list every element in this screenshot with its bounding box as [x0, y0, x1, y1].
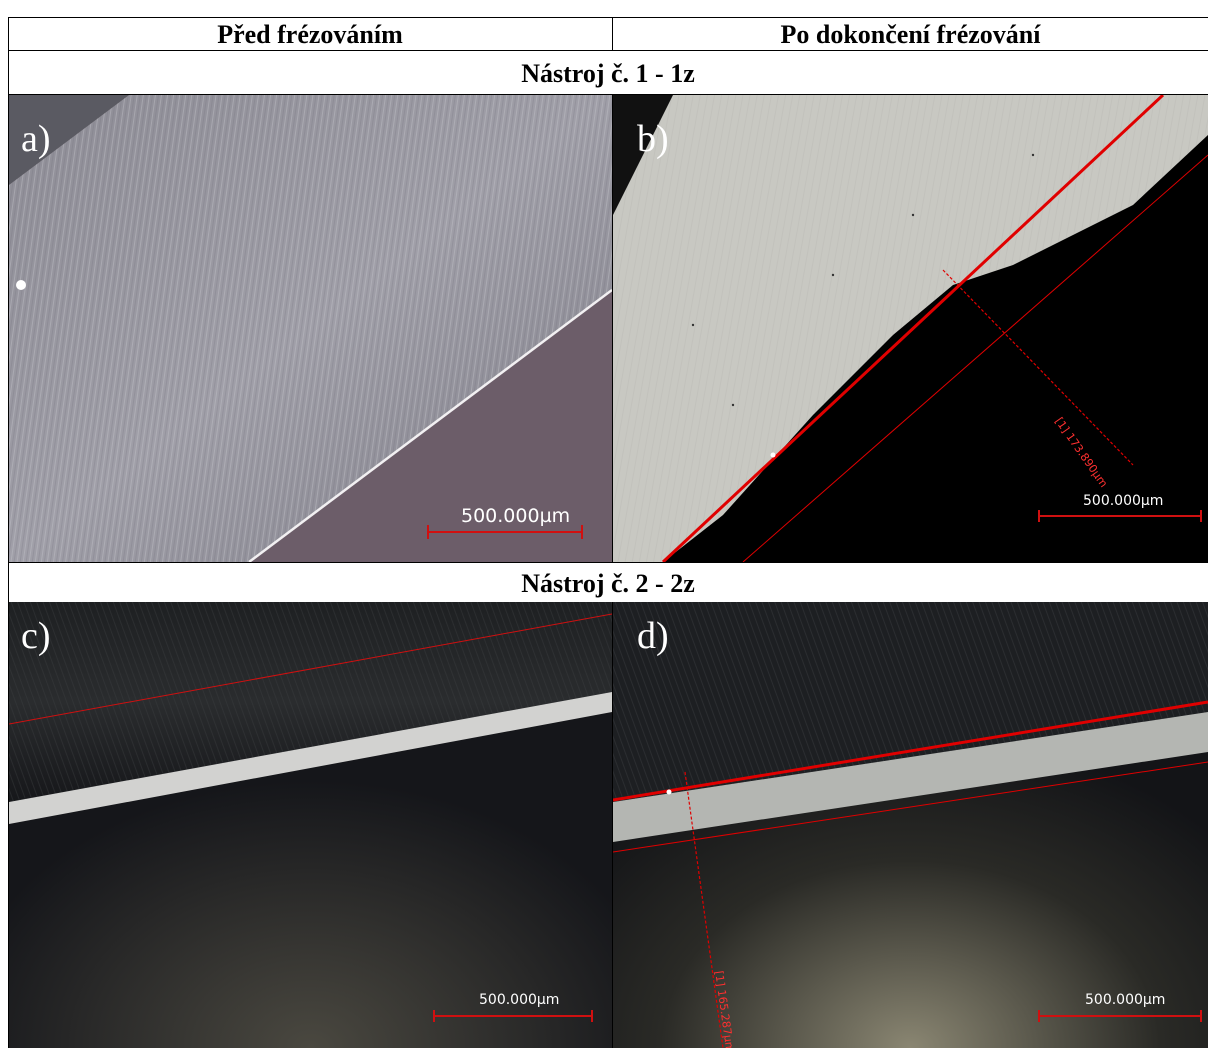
micrograph-a: a) 500.000µm	[9, 95, 612, 562]
micrograph-d: d) [1] 165.287µm 500.000µm	[613, 602, 1208, 1048]
table-border-middle	[612, 17, 613, 51]
table-border-row3	[8, 562, 1208, 563]
scale-bar-b-tick-left	[1038, 510, 1040, 522]
image-divider-bottom	[612, 602, 613, 1048]
tool1-header: Nástroj č. 1 - 1z	[521, 59, 695, 88]
scale-bar-d-tick-right	[1200, 1010, 1202, 1022]
scale-bar-b-tick-right	[1200, 510, 1202, 522]
panel-label-b: b)	[637, 118, 669, 160]
scale-bar-b	[1038, 515, 1202, 517]
scale-bar-text-a: 500.000µm	[461, 505, 571, 527]
panel-label-d: d)	[637, 615, 669, 657]
column-header-after: Po dokončení frézování	[780, 20, 1041, 49]
scale-bar-d	[1038, 1015, 1202, 1017]
micrograph-a-image	[9, 95, 612, 562]
scale-bar-c	[433, 1015, 593, 1017]
figure-table: Před frézováním Po dokončení frézování N…	[8, 17, 1208, 1048]
micrograph-c: c) 500.000µm	[9, 602, 612, 1048]
column-header-before: Před frézováním	[217, 20, 403, 49]
image-divider-top	[612, 95, 613, 562]
scale-bar-c-tick-right	[591, 1010, 593, 1022]
scale-bar-text-b: 500.000µm	[1083, 493, 1164, 509]
micrograph-b: b) [1] 173.890µm 500.000µm	[613, 95, 1208, 562]
table-border-row2	[8, 94, 1208, 95]
micrograph-b-image	[613, 95, 1208, 562]
scale-bar-d-tick-left	[1038, 1010, 1040, 1022]
micrograph-d-image	[613, 602, 1208, 1048]
table-border-row1	[8, 50, 1208, 51]
table-border-left	[8, 17, 9, 1048]
scale-bar-text-c: 500.000µm	[479, 992, 560, 1008]
scale-bar-a	[427, 531, 583, 533]
scale-bar-text-d: 500.000µm	[1085, 992, 1166, 1008]
scale-bar-a-tick-right	[581, 525, 583, 539]
tool2-header: Nástroj č. 2 - 2z	[521, 569, 695, 598]
scale-bar-c-tick-left	[433, 1010, 435, 1022]
micrograph-c-image	[9, 602, 612, 1048]
panel-label-c: c)	[21, 615, 51, 657]
scale-bar-a-tick-left	[427, 525, 429, 539]
panel-label-a: a)	[21, 118, 51, 160]
table-border-top	[8, 17, 1208, 18]
